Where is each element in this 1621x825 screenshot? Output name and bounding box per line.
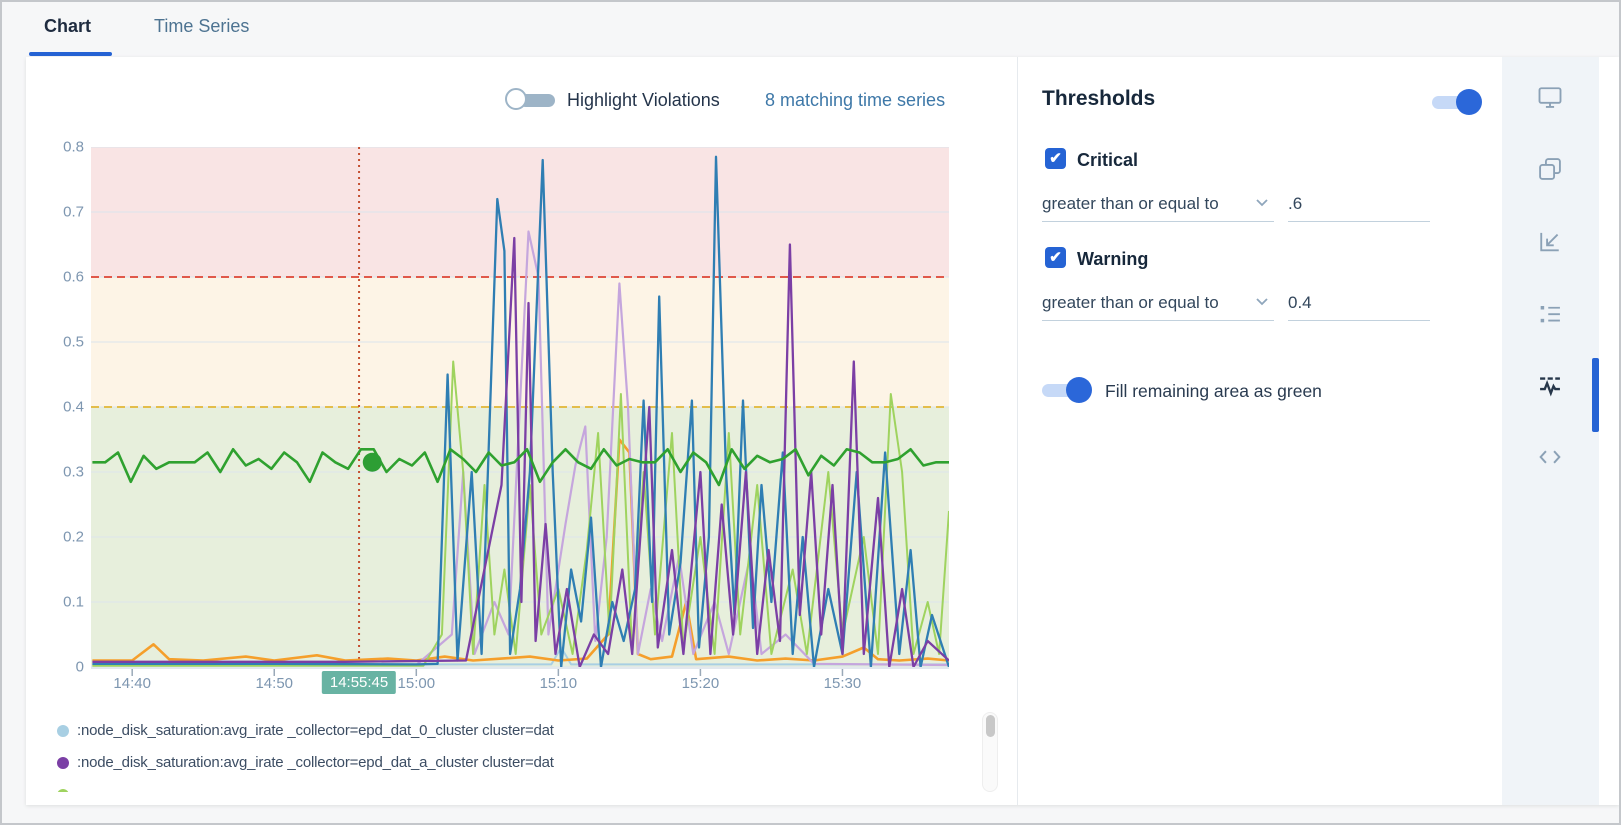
y-tick-label: 0.3: [63, 463, 84, 481]
legend-label: :node_disk_saturation:avg_irate _collect…: [77, 722, 554, 739]
series-purple-line: [92, 236, 950, 669]
x-tick-label: 14:50: [255, 675, 294, 692]
series-blue-line: [92, 155, 951, 669]
x-tick-label: 15:30: [823, 675, 862, 692]
code-icon[interactable]: [1536, 443, 1564, 471]
active-tab-indicator: [29, 52, 112, 56]
series-lavender-line: [92, 230, 950, 667]
right-gutter: [1599, 57, 1619, 805]
fill-green-toggle[interactable]: [1040, 377, 1092, 403]
critical-value-input[interactable]: .6: [1288, 194, 1303, 213]
y-tick-label: 0.8: [63, 138, 84, 156]
panel-divider: [1017, 57, 1018, 805]
chart-plot[interactable]: [91, 146, 951, 677]
legend-dot: [57, 789, 69, 792]
warning-label: Warning: [1077, 249, 1149, 269]
fill-green-label: Fill remaining area as green: [1105, 381, 1322, 401]
series-orange-line: [92, 438, 950, 662]
highlight-violations-toggle[interactable]: [505, 88, 557, 112]
legend-scrollbar-thumb[interactable]: [986, 715, 995, 737]
warning-value-input[interactable]: 0.4: [1288, 293, 1312, 312]
list-icon[interactable]: [1536, 299, 1564, 327]
y-tick-label: 0.1: [63, 593, 84, 611]
toggle-knob: [1456, 89, 1482, 115]
y-tick-label: 0.5: [63, 333, 84, 351]
selected-point-marker: [362, 452, 382, 472]
x-tick-label: 15:00: [397, 675, 436, 692]
chevron-down-icon[interactable]: [1255, 198, 1269, 207]
monitor-icon[interactable]: [1536, 83, 1564, 111]
y-tick-label: 0.2: [63, 528, 84, 546]
warning-operator-dropdown[interactable]: greater than or equal to: [1042, 293, 1219, 312]
x-tick-label: 15:20: [681, 675, 720, 692]
highlight-violations-label: Highlight Violations: [567, 90, 720, 110]
chart-panel: Highlight Violations 8 matching time ser…: [26, 57, 1017, 805]
editor-card: Highlight Violations 8 matching time ser…: [26, 57, 1619, 805]
chevron-down-icon[interactable]: [1255, 297, 1269, 306]
legend[interactable]: :node_disk_saturation:avg_irate _collect…: [26, 715, 976, 792]
thresholds-enabled-toggle[interactable]: [1430, 89, 1482, 115]
critical-operator-dropdown[interactable]: greater than or equal to: [1042, 194, 1219, 213]
y-tick-label: 0.7: [63, 203, 84, 221]
x-tick-label: 14:40: [113, 675, 151, 692]
legend-scrollbar[interactable]: [982, 712, 998, 792]
input-underline: [1288, 221, 1430, 222]
series-green-line: [92, 447, 949, 487]
legend-dot: [57, 725, 69, 737]
cursor-time-badge: 14:55:45: [321, 671, 397, 694]
toggle-knob: [505, 88, 527, 110]
series-lightgreen-line: [92, 360, 950, 667]
tab-chart[interactable]: Chart: [44, 16, 92, 36]
critical-checkbox[interactable]: ✔: [1045, 148, 1066, 169]
icon-rail: [1502, 57, 1599, 805]
y-tick-label: 0.6: [63, 268, 84, 286]
matching-time-series-link[interactable]: 8 matching time series: [765, 90, 946, 110]
warning-checkbox[interactable]: ✔: [1045, 247, 1066, 268]
toggle-knob: [1066, 377, 1092, 403]
legend-dot: [57, 757, 69, 769]
threshold-waveform-icon[interactable]: [1536, 371, 1564, 399]
legend-label: :node_disk_saturation:avg_irate _collect…: [77, 754, 554, 771]
active-icon-indicator: [1592, 358, 1599, 432]
legend-item[interactable]: [26, 779, 976, 792]
thresholds-title: Thresholds: [1042, 87, 1156, 110]
overlap-panels-icon[interactable]: [1536, 155, 1564, 183]
axes-icon[interactable]: [1536, 227, 1564, 255]
y-tick-label: 0.4: [63, 398, 84, 416]
dropdown-underline: [1042, 221, 1274, 222]
x-tick-label: 15:10: [539, 675, 578, 692]
y-tick-label: 0: [75, 658, 84, 676]
dropdown-underline: [1042, 320, 1274, 321]
tab-time-series[interactable]: Time Series: [154, 16, 250, 36]
legend-item[interactable]: :node_disk_saturation:avg_irate _collect…: [26, 747, 976, 779]
critical-label: Critical: [1077, 150, 1139, 170]
input-underline: [1288, 320, 1430, 321]
toggle-track: [519, 94, 555, 107]
legend-item[interactable]: :node_disk_saturation:avg_irate _collect…: [26, 715, 976, 747]
